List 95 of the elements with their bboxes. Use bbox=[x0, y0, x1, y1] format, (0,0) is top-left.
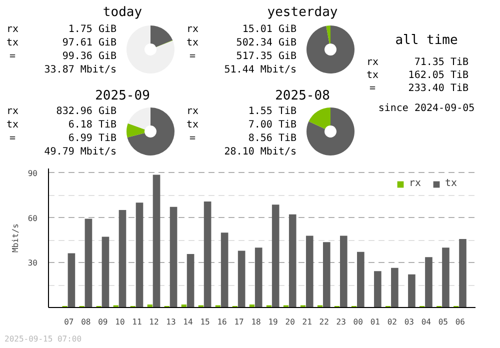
x-tick-label: 15 bbox=[200, 318, 210, 326]
x-tick-label: 04 bbox=[421, 318, 432, 326]
x-tick-label: 09 bbox=[98, 318, 108, 326]
text: = bbox=[189, 133, 196, 144]
bar bbox=[408, 274, 416, 308]
x-tick-label: 08 bbox=[81, 318, 91, 326]
text: 1.75 GiB bbox=[68, 24, 117, 35]
text: 49.79 Mbit/s bbox=[44, 146, 117, 158]
text: 1.55 TiB bbox=[248, 106, 297, 117]
text: tx bbox=[186, 38, 199, 48]
x-tick-label: 21 bbox=[302, 318, 312, 326]
bar bbox=[170, 206, 178, 308]
x-tick-label: 07 bbox=[64, 318, 74, 326]
text: 51.44 Mbit/s bbox=[224, 64, 297, 76]
text: 97.61 GiB bbox=[62, 38, 117, 48]
x-tick-label: 22 bbox=[319, 318, 330, 326]
bar bbox=[238, 250, 246, 308]
x-tick-label: 01 bbox=[370, 318, 380, 326]
text: = bbox=[9, 133, 16, 144]
text: 832.96 GiB bbox=[56, 106, 117, 117]
bar bbox=[254, 248, 262, 308]
bar bbox=[102, 236, 110, 308]
x-tick-label: 14 bbox=[183, 318, 193, 326]
text: 71.35 TiB bbox=[414, 57, 469, 68]
y-tick-label: 60 bbox=[28, 214, 38, 223]
legend-label: rx bbox=[409, 178, 422, 189]
bar bbox=[357, 252, 364, 308]
text: 162.05 TiB bbox=[408, 70, 469, 81]
bar bbox=[340, 236, 348, 308]
x-tick-label: 12 bbox=[149, 318, 159, 326]
text: 8.56 TiB bbox=[248, 133, 297, 144]
bar bbox=[272, 204, 280, 308]
x-tick-label: 20 bbox=[285, 318, 296, 326]
x-tick-label: 02 bbox=[387, 318, 398, 326]
text: all time bbox=[395, 33, 458, 48]
text: 2025-09-15 07:00 bbox=[4, 334, 82, 344]
x-tick-label: 13 bbox=[166, 318, 176, 326]
text: rx bbox=[6, 106, 19, 117]
bar bbox=[152, 174, 160, 308]
y-tick-label: 90 bbox=[28, 168, 38, 178]
y-tick-label: 30 bbox=[28, 258, 38, 268]
x-tick-label: 23 bbox=[336, 318, 346, 326]
text: rx bbox=[366, 57, 379, 68]
text: 28.10 Mbit/s bbox=[224, 146, 297, 158]
text: rx bbox=[186, 24, 199, 35]
text: tx bbox=[186, 120, 199, 130]
bar bbox=[186, 254, 194, 308]
chart-title: today bbox=[102, 5, 142, 20]
x-tick-label: 00 bbox=[353, 318, 364, 326]
bar bbox=[118, 210, 126, 308]
x-tick-label: 17 bbox=[234, 318, 244, 326]
text: rx bbox=[186, 106, 199, 117]
bar bbox=[374, 271, 382, 308]
bar bbox=[322, 242, 330, 308]
bar bbox=[306, 236, 314, 308]
text: 233.40 TiB bbox=[408, 83, 469, 94]
chart-title: 2025-09 bbox=[95, 88, 150, 104]
text: 15.01 GiB bbox=[242, 24, 297, 35]
x-tick-label: 10 bbox=[115, 318, 125, 326]
x-tick-label: 03 bbox=[404, 318, 414, 326]
text: 517.35 GiB bbox=[236, 51, 297, 62]
x-tick-label: 18 bbox=[251, 318, 262, 326]
text: rx bbox=[6, 24, 19, 35]
text: = bbox=[189, 51, 196, 62]
bar bbox=[425, 257, 432, 308]
x-tick-label: 06 bbox=[455, 318, 466, 326]
bar bbox=[442, 248, 450, 308]
text: tx bbox=[6, 120, 19, 130]
chart-title: 2025-08 bbox=[275, 88, 330, 104]
text: 6.18 TiB bbox=[68, 120, 117, 130]
bar bbox=[68, 253, 76, 308]
x-tick-label: 16 bbox=[217, 318, 228, 326]
legend-label: tx bbox=[445, 178, 458, 189]
text: tx bbox=[366, 70, 379, 81]
text: = bbox=[369, 83, 376, 94]
text: 6.99 TiB bbox=[68, 133, 117, 144]
text: since 2024-09-05 bbox=[378, 103, 475, 114]
bar bbox=[136, 202, 144, 308]
text: = bbox=[9, 51, 16, 62]
text: tx bbox=[6, 38, 19, 48]
text: 7.00 TiB bbox=[248, 120, 297, 130]
y-axis-title: Mbit/s bbox=[10, 223, 20, 252]
x-tick-label: 11 bbox=[132, 318, 142, 326]
text: 33.87 Mbit/s bbox=[44, 64, 117, 76]
bar bbox=[220, 232, 228, 308]
x-tick-label: 05 bbox=[438, 318, 448, 326]
bar bbox=[204, 202, 212, 308]
bar bbox=[288, 214, 296, 308]
bar bbox=[84, 218, 92, 308]
x-tick-label: 19 bbox=[268, 318, 278, 326]
text: 502.34 GiB bbox=[236, 38, 297, 48]
bar bbox=[391, 268, 398, 308]
chart-title: yesterday bbox=[267, 5, 338, 20]
text: 99.36 GiB bbox=[62, 51, 117, 62]
bar bbox=[459, 239, 466, 308]
